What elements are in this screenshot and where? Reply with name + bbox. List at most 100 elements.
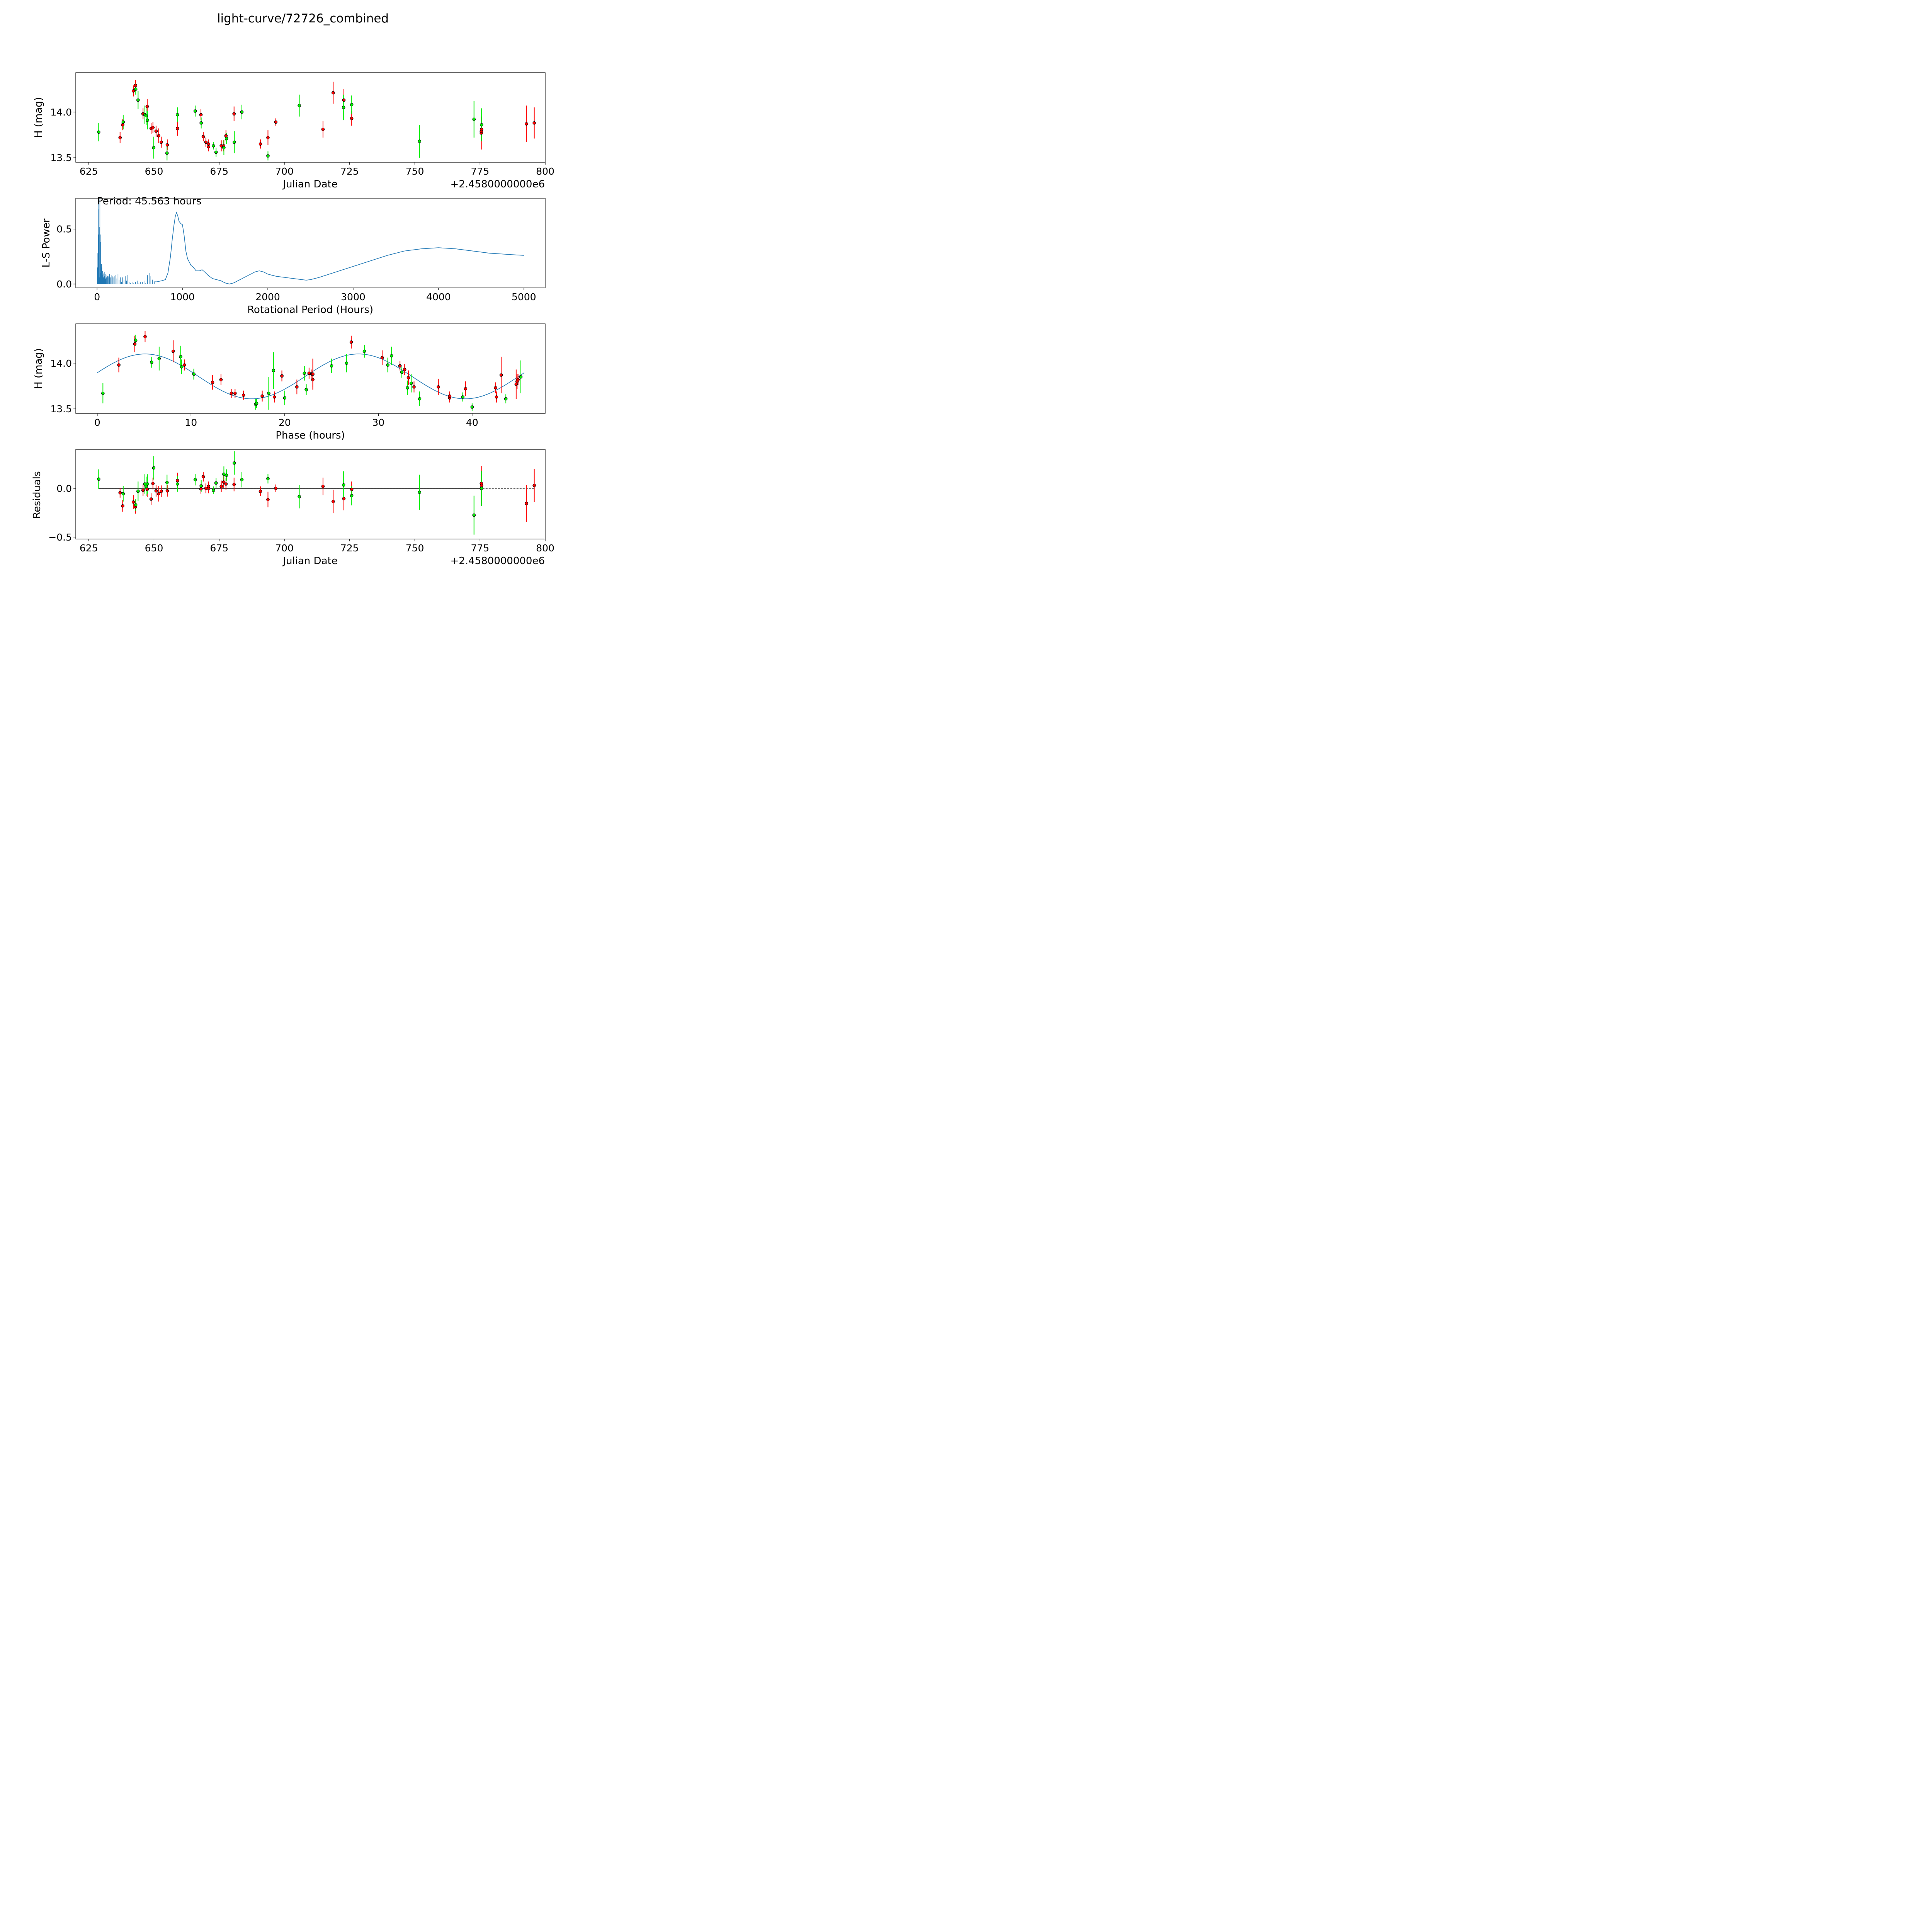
residuals-point-red — [525, 502, 528, 505]
residuals-point-green — [240, 478, 244, 481]
residuals-point-red — [232, 483, 236, 486]
phase-point-green — [303, 371, 306, 375]
phase-xlabel: Phase (hours) — [276, 430, 345, 441]
residuals-point-red — [165, 489, 169, 493]
light-curve-xtick-label: 750 — [406, 166, 424, 177]
light-curve-point-green — [214, 150, 218, 154]
light-curve-point-red — [224, 134, 228, 138]
residuals-point-green — [165, 481, 169, 485]
phase-point-red — [349, 340, 353, 344]
phase-point-red — [295, 385, 299, 389]
periodogram-xtick-label: 1000 — [170, 291, 195, 303]
residuals-point-red — [141, 488, 145, 492]
light-curve-point-red — [201, 135, 205, 139]
phase-xtick-label: 10 — [185, 417, 197, 428]
phase-point-red — [233, 391, 237, 395]
figure-canvas: light-curve/72726_combined Julian Date H… — [31, 12, 554, 567]
phase-point-green — [330, 364, 333, 368]
residuals-point-red — [149, 497, 153, 501]
residuals-xtick-label: 625 — [80, 543, 98, 554]
periodogram-xtick-label: 3000 — [341, 291, 366, 303]
phase-point-red — [311, 372, 315, 376]
phase-point-red — [448, 394, 451, 398]
residuals-point-red — [121, 504, 124, 508]
phase-ylabel: H (mag) — [33, 348, 44, 389]
phase-point-green — [283, 396, 287, 400]
light-curve-point-red — [259, 142, 262, 146]
light-curve-ytick-label: 14.0 — [50, 107, 72, 118]
residuals-point-green — [214, 481, 218, 485]
light-curve-point-red — [175, 127, 179, 130]
phase-point-green — [386, 363, 389, 367]
phase-point-red — [171, 349, 175, 353]
residuals-xtick-label: 725 — [340, 543, 359, 554]
light-curve-xtick-label: 800 — [536, 166, 554, 177]
light-curve-point-green — [298, 104, 301, 107]
phase-point-red — [494, 386, 497, 390]
residuals-point-red — [199, 487, 203, 491]
phase-point-red — [495, 395, 498, 399]
residuals-point-green — [266, 477, 270, 480]
light-curve-point-green — [266, 154, 270, 158]
periodogram-xtick-label: 2000 — [255, 291, 280, 303]
phase-point-red — [280, 374, 284, 378]
phase-point-red — [516, 378, 520, 381]
residuals-point-green — [175, 482, 179, 486]
residuals-point-green — [298, 495, 301, 498]
light-curve-point-green — [199, 121, 203, 125]
residuals-point-green — [342, 483, 345, 487]
residuals-point-red — [160, 490, 163, 493]
light-curve-xtick-label: 725 — [340, 166, 359, 177]
residuals-ytick-label: −0.5 — [48, 532, 72, 543]
phase-point-green — [272, 369, 276, 372]
light-curve-point-green — [233, 140, 236, 144]
light-curve-ylabel: H (mag) — [33, 97, 44, 138]
light-curve-xtick-label: 675 — [210, 166, 228, 177]
phase-point-green — [134, 338, 138, 342]
phase-folded-panel: Phase (hours) H (mag) 0 10 20 30 40 13.5 14.0 — [33, 323, 546, 441]
light-curve-point-green — [224, 137, 228, 140]
residuals-panel: Julian Date Residuals +2.4580000000e6 62… — [31, 449, 554, 567]
residuals-point-green — [350, 494, 354, 498]
phase-point-red — [211, 381, 214, 384]
residuals-point-red — [154, 489, 158, 493]
phase-point-green — [192, 372, 196, 376]
periodogram-line — [154, 211, 524, 284]
phase-point-red — [499, 373, 503, 377]
residuals-offset-label: +2.4580000000e6 — [450, 555, 545, 567]
periodogram-xlabel: Rotational Period (Hours) — [247, 304, 373, 316]
phase-point-green — [504, 397, 508, 401]
phase-point-green — [179, 355, 182, 359]
residuals-point-green — [224, 473, 228, 477]
phase-point-green — [470, 405, 474, 409]
residuals-xtick-label: 800 — [536, 543, 554, 554]
residuals-point-red — [480, 484, 483, 487]
light-curve-point-green — [212, 144, 215, 148]
light-curve-point-red — [321, 128, 325, 131]
phase-point-green — [267, 391, 270, 395]
light-curve-point-green — [350, 103, 354, 107]
residuals-point-green — [136, 490, 140, 493]
phase-point-red — [219, 378, 223, 381]
light-curve-point-green — [240, 110, 244, 114]
light-curve-xtick-label: 775 — [471, 166, 489, 177]
residuals-xlabel: Julian Date — [282, 555, 337, 567]
light-curve-xtick-label: 700 — [275, 166, 294, 177]
light-curve-point-red — [274, 120, 278, 124]
light-curve-point-red — [525, 122, 528, 126]
residuals-point-red — [207, 485, 210, 488]
phase-point-red — [437, 385, 440, 389]
phase-point-red — [380, 356, 384, 359]
light-curve-point-green — [480, 123, 483, 127]
light-curve-frame — [75, 72, 546, 163]
phase-point-green — [389, 354, 393, 358]
light-curve-point-red — [204, 140, 208, 144]
phase-xtick-label: 30 — [372, 417, 384, 428]
residuals-point-green — [134, 503, 138, 507]
residuals-xtick-label: 775 — [471, 543, 489, 554]
phase-point-green — [180, 365, 184, 369]
phase-point-red — [514, 382, 518, 386]
residuals-xtick-label: 750 — [406, 543, 424, 554]
light-curve-xtick-label: 650 — [145, 166, 163, 177]
residuals-point-red — [342, 497, 346, 500]
